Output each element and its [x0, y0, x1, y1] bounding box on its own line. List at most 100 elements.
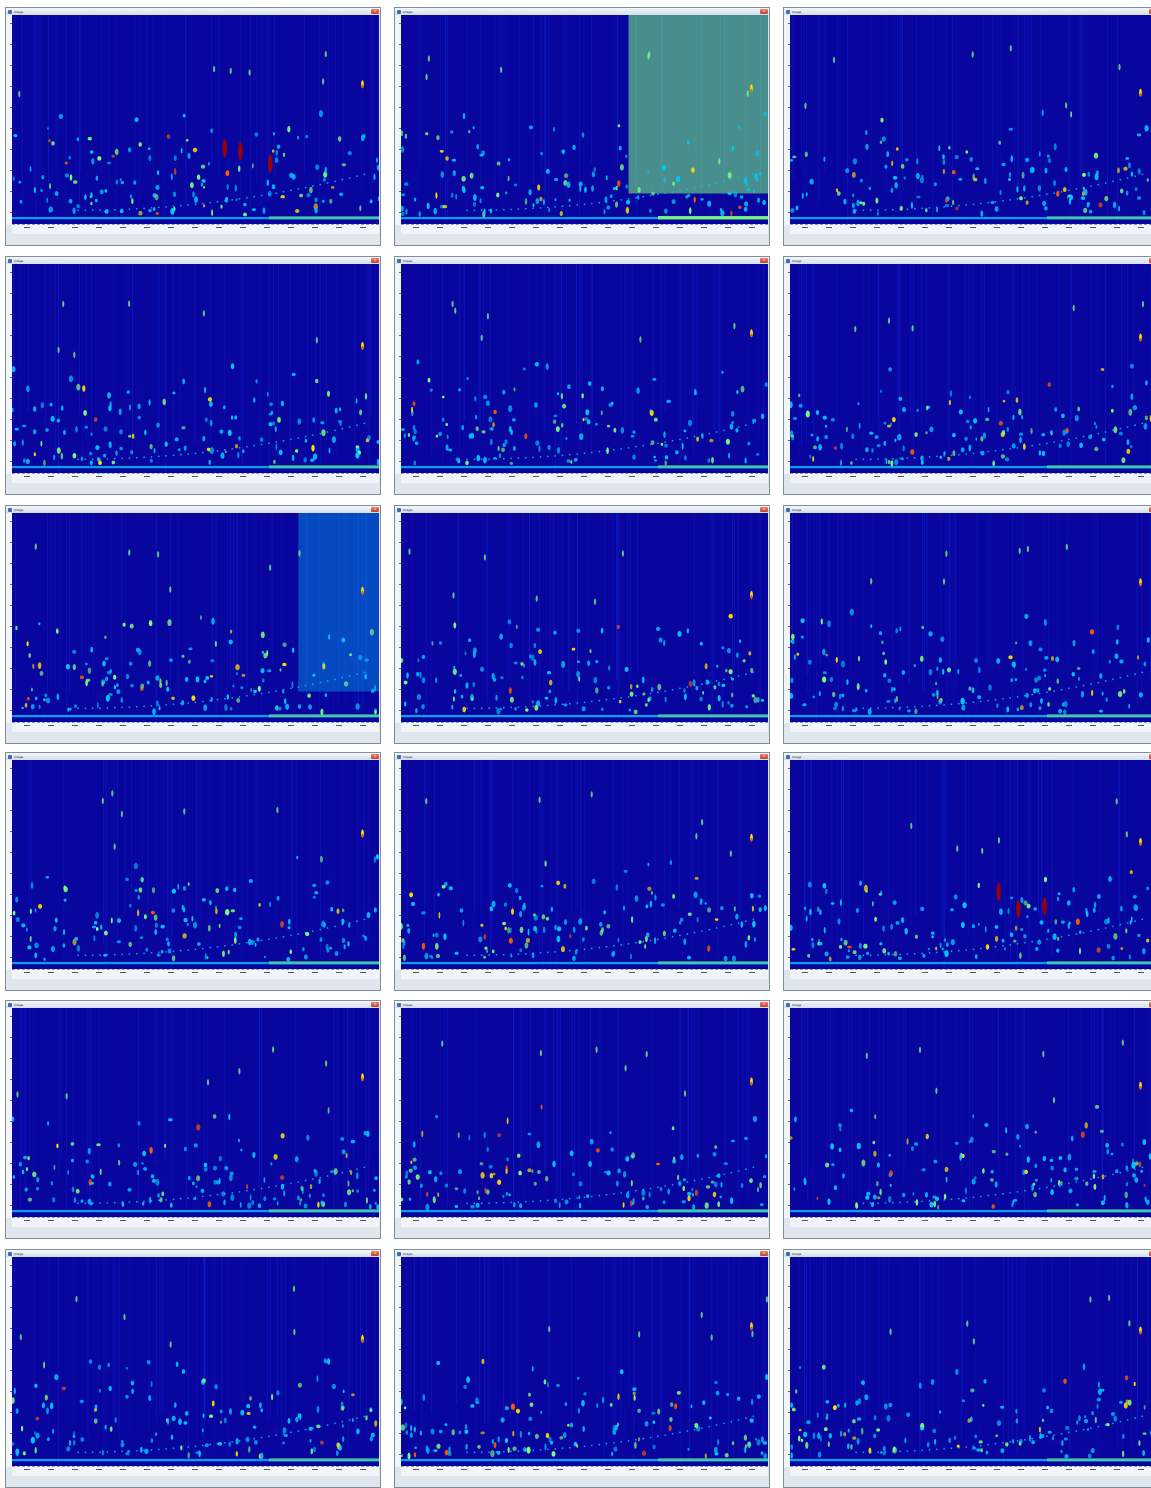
spot — [480, 924, 483, 927]
spot — [12, 1117, 14, 1122]
close-button[interactable]: ✕ — [371, 1251, 379, 1256]
image-window[interactable]: Image✕ — [783, 505, 1151, 744]
spot — [226, 170, 230, 176]
image-plot[interactable] — [401, 1008, 768, 1218]
close-button[interactable]: ✕ — [760, 754, 768, 759]
image-window[interactable]: Image✕ — [5, 7, 381, 246]
image-window[interactable]: Image✕ — [783, 1249, 1151, 1488]
spot — [720, 1196, 722, 1199]
spot — [650, 901, 653, 908]
image-window[interactable]: Image✕ — [5, 505, 381, 744]
close-button[interactable]: ✕ — [760, 1251, 768, 1256]
spot — [809, 909, 812, 915]
image-window[interactable]: Image✕ — [783, 752, 1151, 991]
image-window[interactable]: Image✕ — [783, 7, 1151, 246]
image-plot[interactable] — [401, 760, 768, 970]
image-window[interactable]: Image✕ — [394, 752, 770, 991]
spot — [538, 649, 542, 654]
close-button[interactable]: ✕ — [371, 507, 379, 512]
trail-dot — [569, 454, 571, 456]
window-titlebar[interactable]: Image✕ — [6, 257, 380, 264]
spot — [925, 209, 927, 213]
window-titlebar[interactable]: Image✕ — [784, 1001, 1151, 1008]
image-plot[interactable] — [790, 15, 1151, 225]
spot — [1094, 902, 1096, 908]
window-titlebar[interactable]: Image✕ — [784, 257, 1151, 264]
window-titlebar[interactable]: Image✕ — [784, 506, 1151, 513]
window-titlebar[interactable]: Image✕ — [784, 753, 1151, 760]
window-titlebar[interactable]: Image✕ — [395, 1001, 769, 1008]
window-titlebar[interactable]: Image✕ — [784, 8, 1151, 15]
window-titlebar[interactable]: Image✕ — [395, 1250, 769, 1257]
spot — [401, 212, 405, 216]
image-window[interactable]: Image✕ — [5, 1249, 381, 1488]
x-axis — [12, 224, 379, 234]
spot — [325, 167, 327, 174]
window-titlebar[interactable]: Image✕ — [6, 753, 380, 760]
window-titlebar[interactable]: Image✕ — [395, 506, 769, 513]
image-plot[interactable] — [401, 513, 768, 723]
window-titlebar[interactable]: Image✕ — [6, 506, 380, 513]
image-window[interactable]: Image✕ — [394, 1249, 770, 1488]
spot — [1011, 1203, 1013, 1207]
status-bar — [784, 234, 1151, 245]
spot — [990, 201, 994, 204]
app-icon — [786, 259, 790, 263]
spot — [968, 687, 971, 691]
spot — [572, 956, 576, 961]
close-button[interactable]: ✕ — [371, 9, 379, 14]
image-window[interactable]: Image✕ — [394, 256, 770, 495]
spot — [916, 173, 920, 179]
window-titlebar[interactable]: Image✕ — [395, 257, 769, 264]
spot — [594, 167, 596, 171]
image-plot[interactable] — [401, 1257, 768, 1467]
image-plot[interactable] — [790, 1008, 1151, 1218]
image-plot[interactable] — [12, 1257, 379, 1467]
window-titlebar[interactable]: Image✕ — [6, 1250, 380, 1257]
close-button[interactable]: ✕ — [760, 9, 768, 14]
vertical-streak — [197, 1257, 198, 1440]
image-plot[interactable] — [401, 15, 768, 225]
window-titlebar[interactable]: Image✕ — [395, 753, 769, 760]
vertical-streak — [625, 1257, 626, 1438]
image-plot[interactable] — [12, 1008, 379, 1218]
close-button[interactable]: ✕ — [371, 754, 379, 759]
image-window[interactable]: Image✕ — [394, 505, 770, 744]
image-plot[interactable] — [790, 513, 1151, 723]
vertical-streak — [87, 1257, 88, 1436]
image-plot[interactable] — [790, 264, 1151, 474]
window-titlebar[interactable]: Image✕ — [6, 1001, 380, 1008]
spot — [102, 661, 106, 667]
window-titlebar[interactable]: Image✕ — [395, 8, 769, 15]
image-window[interactable]: Image✕ — [783, 1000, 1151, 1239]
image-window[interactable]: Image✕ — [5, 1000, 381, 1239]
close-button[interactable]: ✕ — [760, 258, 768, 263]
vertical-streak — [1028, 15, 1029, 172]
image-window[interactable]: Image✕ — [5, 256, 381, 495]
spot — [273, 1197, 276, 1200]
window-titlebar[interactable]: Image✕ — [6, 8, 380, 15]
image-plot[interactable] — [790, 760, 1151, 970]
image-window[interactable]: Image✕ — [394, 7, 770, 246]
image-plot[interactable] — [12, 264, 379, 474]
spot — [440, 150, 444, 153]
vertical-streak — [807, 1008, 808, 1201]
vertical-streak — [155, 1008, 156, 1164]
close-button[interactable]: ✕ — [760, 1002, 768, 1007]
close-button[interactable]: ✕ — [371, 258, 379, 263]
trail-dot — [1119, 1172, 1121, 1174]
vertical-streak — [1068, 15, 1069, 182]
close-button[interactable]: ✕ — [760, 507, 768, 512]
trail-dot — [136, 953, 138, 955]
image-window[interactable]: Image✕ — [394, 1000, 770, 1239]
image-plot[interactable] — [12, 760, 379, 970]
image-plot[interactable] — [12, 15, 379, 225]
window-titlebar[interactable]: Image✕ — [784, 1250, 1151, 1257]
image-window[interactable]: Image✕ — [5, 752, 381, 991]
image-plot[interactable] — [401, 264, 768, 474]
x-axis-tick — [312, 476, 318, 477]
image-plot[interactable] — [12, 513, 379, 723]
image-window[interactable]: Image✕ — [783, 256, 1151, 495]
image-plot[interactable] — [790, 1257, 1151, 1467]
close-button[interactable]: ✕ — [371, 1002, 379, 1007]
